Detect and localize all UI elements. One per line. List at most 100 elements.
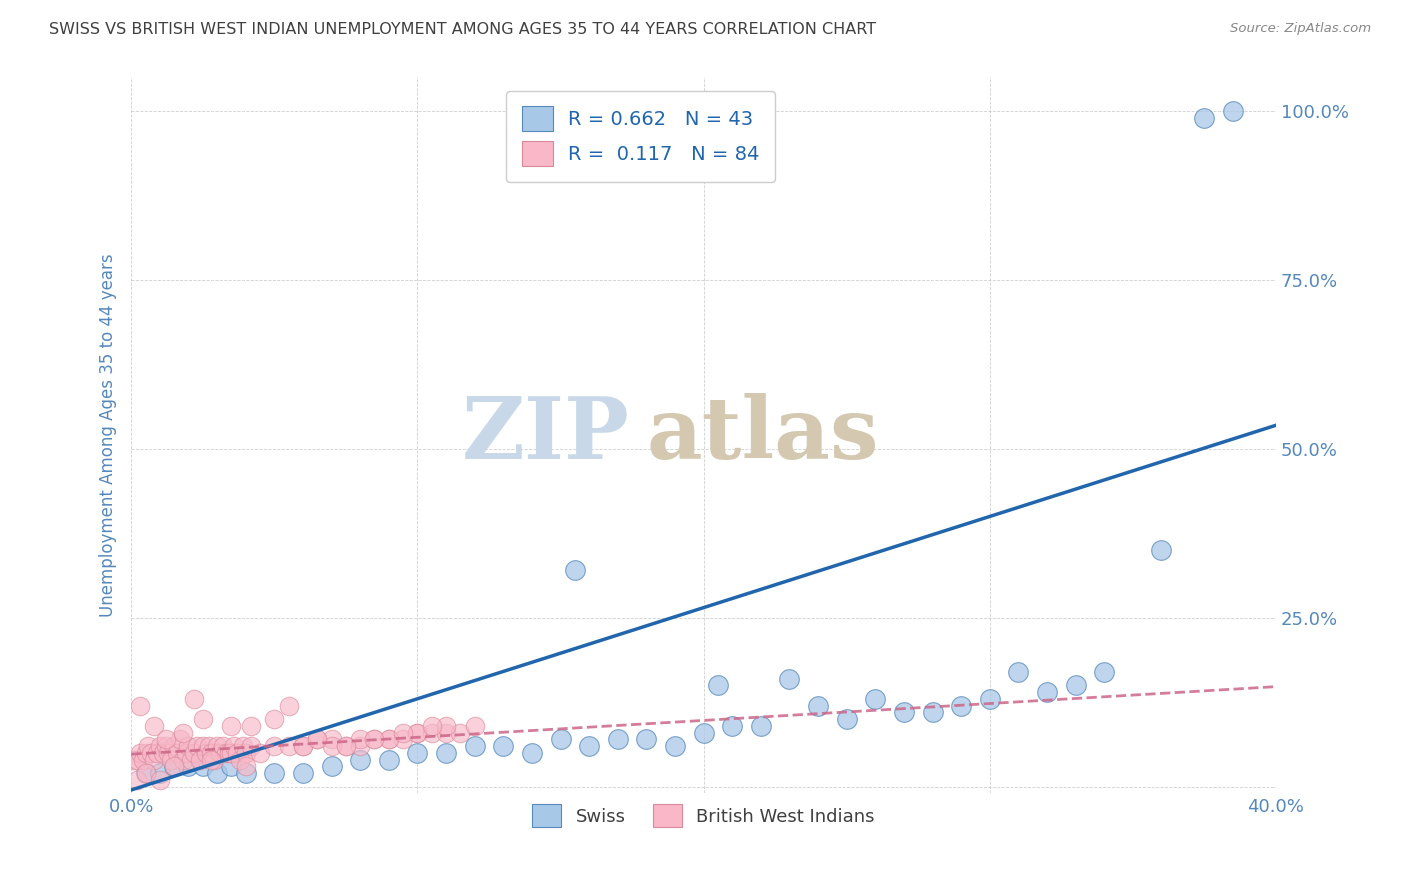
Text: SWISS VS BRITISH WEST INDIAN UNEMPLOYMENT AMONG AGES 35 TO 44 YEARS CORRELATION : SWISS VS BRITISH WEST INDIAN UNEMPLOYMEN… xyxy=(49,22,876,37)
Point xyxy=(232,739,254,753)
Point xyxy=(235,766,257,780)
Point xyxy=(321,732,343,747)
Point xyxy=(191,739,214,753)
Point xyxy=(349,732,371,747)
Point xyxy=(149,739,172,753)
Point xyxy=(141,746,163,760)
Point xyxy=(174,746,197,760)
Point xyxy=(606,732,628,747)
Point xyxy=(492,739,515,753)
Point xyxy=(155,732,177,747)
Point xyxy=(229,753,252,767)
Point xyxy=(349,753,371,767)
Point xyxy=(186,739,208,753)
Point xyxy=(1036,685,1059,699)
Point xyxy=(335,739,357,753)
Point xyxy=(218,746,240,760)
Point xyxy=(307,732,329,747)
Point xyxy=(392,732,415,747)
Point xyxy=(291,739,314,753)
Point xyxy=(263,712,285,726)
Point xyxy=(307,732,329,747)
Point xyxy=(128,698,150,713)
Point xyxy=(226,746,249,760)
Point xyxy=(197,739,219,753)
Point xyxy=(160,753,183,767)
Point xyxy=(721,719,744,733)
Point xyxy=(550,732,572,747)
Point xyxy=(578,739,600,753)
Point xyxy=(221,719,243,733)
Point xyxy=(205,739,228,753)
Point xyxy=(520,746,543,760)
Point xyxy=(263,766,285,780)
Point xyxy=(177,739,200,753)
Point xyxy=(335,739,357,753)
Point xyxy=(191,759,214,773)
Point xyxy=(125,753,148,767)
Point xyxy=(1064,678,1087,692)
Point xyxy=(135,766,157,780)
Point xyxy=(406,725,429,739)
Point xyxy=(950,698,973,713)
Point xyxy=(1150,543,1173,558)
Point xyxy=(194,746,217,760)
Text: atlas: atlas xyxy=(647,393,879,477)
Point xyxy=(893,706,915,720)
Point xyxy=(235,746,257,760)
Point xyxy=(807,698,830,713)
Point xyxy=(200,746,222,760)
Point xyxy=(707,678,730,692)
Point xyxy=(155,739,177,753)
Point xyxy=(277,739,299,753)
Point xyxy=(125,772,148,787)
Point xyxy=(163,759,186,773)
Point xyxy=(135,766,157,780)
Point xyxy=(191,712,214,726)
Point xyxy=(378,753,401,767)
Point xyxy=(378,732,401,747)
Point xyxy=(249,746,271,760)
Point xyxy=(149,772,172,787)
Point xyxy=(464,739,486,753)
Point xyxy=(277,698,299,713)
Point xyxy=(221,759,243,773)
Y-axis label: Unemployment Among Ages 35 to 44 years: Unemployment Among Ages 35 to 44 years xyxy=(100,253,117,617)
Point xyxy=(143,753,166,767)
Point xyxy=(183,691,205,706)
Point xyxy=(224,739,246,753)
Point xyxy=(1222,104,1244,119)
Point xyxy=(208,746,231,760)
Point xyxy=(131,753,153,767)
Point xyxy=(349,739,371,753)
Point xyxy=(166,746,188,760)
Point xyxy=(122,753,145,767)
Point xyxy=(172,725,194,739)
Text: ZIP: ZIP xyxy=(461,393,630,477)
Point xyxy=(135,746,157,760)
Point xyxy=(188,753,211,767)
Point xyxy=(1092,665,1115,679)
Point xyxy=(921,706,943,720)
Point xyxy=(221,746,243,760)
Point xyxy=(215,746,238,760)
Point xyxy=(149,766,172,780)
Point xyxy=(172,753,194,767)
Point xyxy=(291,739,314,753)
Point xyxy=(143,719,166,733)
Point xyxy=(434,719,457,733)
Point xyxy=(692,725,714,739)
Point xyxy=(157,746,180,760)
Point xyxy=(205,766,228,780)
Point xyxy=(449,725,471,739)
Point xyxy=(128,746,150,760)
Point xyxy=(211,739,233,753)
Point xyxy=(664,739,686,753)
Point xyxy=(180,753,202,767)
Point xyxy=(392,725,415,739)
Point xyxy=(163,759,186,773)
Point xyxy=(1007,665,1029,679)
Point xyxy=(363,732,385,747)
Point xyxy=(235,759,257,773)
Point xyxy=(865,691,887,706)
